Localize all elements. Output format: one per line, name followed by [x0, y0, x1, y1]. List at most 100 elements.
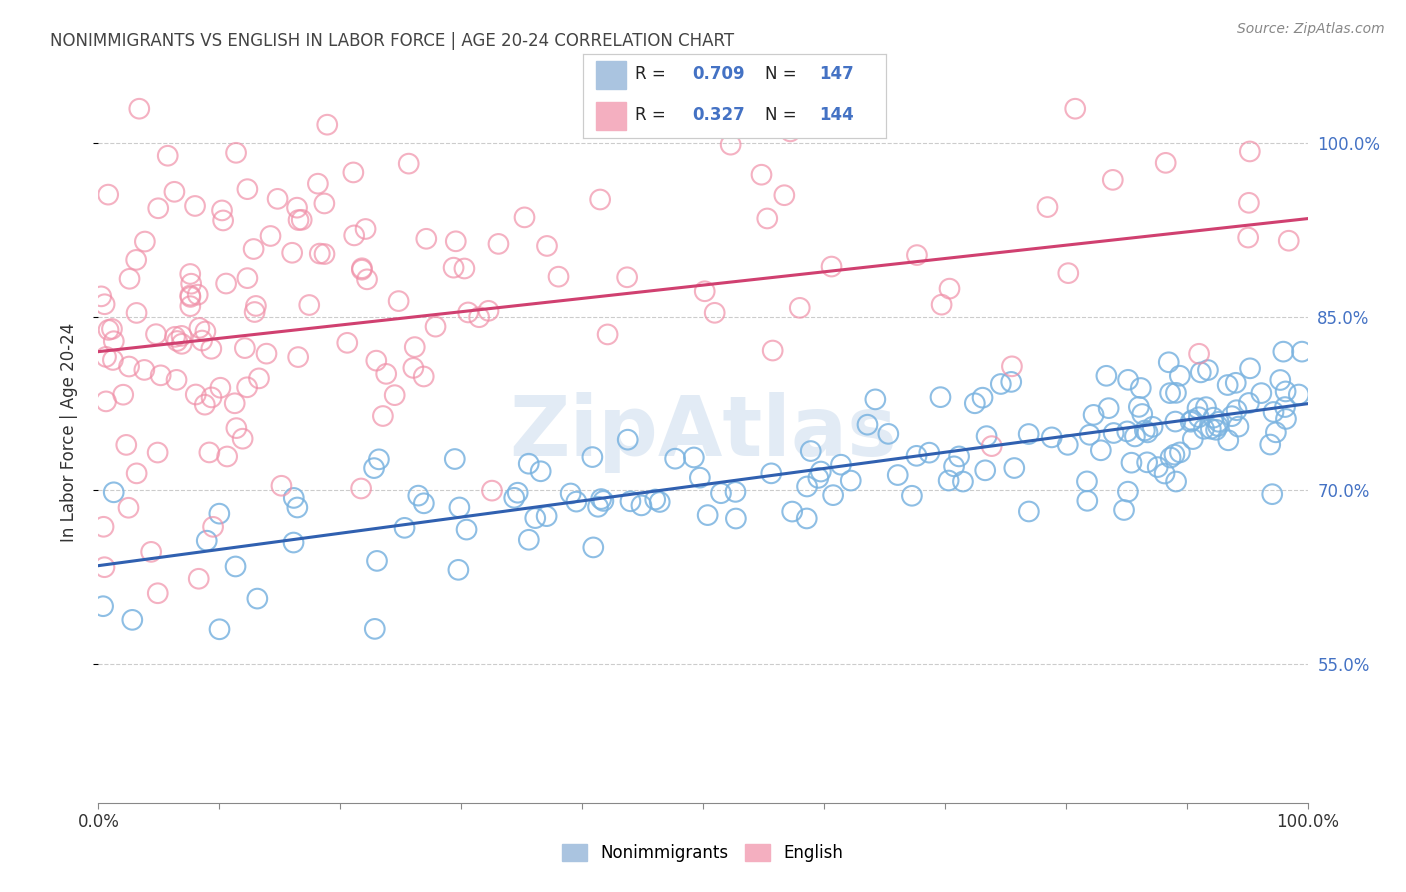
Point — [125, 467, 148, 481]
Point — [308, 246, 330, 260]
Point — [307, 177, 329, 191]
Point — [117, 500, 139, 515]
Point — [1136, 425, 1159, 440]
Point — [536, 509, 558, 524]
Text: 0.709: 0.709 — [692, 65, 745, 83]
Point — [1270, 373, 1292, 387]
Point — [412, 496, 434, 510]
Point — [1239, 145, 1261, 159]
Point — [166, 373, 188, 387]
Point — [103, 485, 125, 500]
Point — [148, 201, 170, 215]
Point — [856, 417, 879, 432]
Point — [364, 622, 387, 636]
Point — [215, 277, 238, 291]
Point — [191, 334, 214, 348]
Point — [664, 451, 686, 466]
Point — [134, 363, 156, 377]
Point — [103, 334, 125, 349]
Point — [948, 450, 970, 464]
Point — [101, 322, 124, 336]
Point — [810, 465, 832, 479]
Point — [800, 444, 823, 458]
Point — [1202, 410, 1225, 425]
Point — [291, 212, 314, 227]
Point — [1112, 503, 1135, 517]
Point — [447, 563, 470, 577]
Point — [259, 229, 281, 244]
Point — [565, 494, 588, 508]
Point — [1164, 475, 1187, 489]
Point — [1205, 423, 1227, 437]
Point — [134, 235, 156, 249]
Point — [1083, 408, 1105, 422]
Point — [115, 438, 138, 452]
Point — [762, 343, 785, 358]
Point — [761, 467, 783, 481]
Point — [1163, 448, 1185, 462]
Point — [367, 452, 389, 467]
Point — [1064, 102, 1087, 116]
Point — [90, 289, 112, 303]
Point — [1056, 438, 1078, 452]
Point — [145, 327, 167, 342]
Point — [444, 235, 467, 249]
Point — [887, 468, 910, 483]
Point — [247, 371, 270, 385]
Point — [929, 390, 952, 404]
Point — [517, 533, 540, 547]
Point — [1220, 409, 1243, 424]
Point — [1274, 384, 1296, 399]
Point — [246, 591, 269, 606]
Point — [187, 572, 209, 586]
Point — [1116, 373, 1139, 387]
Point — [404, 340, 426, 354]
Point — [530, 464, 553, 478]
Point — [1168, 445, 1191, 459]
Point — [1095, 368, 1118, 383]
Point — [1237, 195, 1260, 210]
Point — [1263, 405, 1285, 419]
Point — [1188, 347, 1211, 361]
Point — [616, 270, 638, 285]
Point — [97, 323, 120, 337]
Point — [779, 124, 801, 138]
Point — [336, 335, 359, 350]
Point — [200, 391, 222, 405]
Point — [1197, 363, 1219, 377]
Point — [513, 211, 536, 225]
Point — [1157, 355, 1180, 369]
Point — [449, 500, 471, 515]
Point — [756, 211, 779, 226]
Point — [807, 471, 830, 485]
Point — [1154, 156, 1177, 170]
Point — [1076, 475, 1098, 489]
Point — [266, 192, 288, 206]
Point — [202, 520, 225, 534]
Point — [93, 560, 115, 574]
Point — [931, 298, 953, 312]
Point — [93, 520, 115, 534]
Point — [1101, 173, 1123, 187]
Point — [232, 432, 254, 446]
Point — [200, 342, 222, 356]
Point — [830, 458, 852, 472]
Point — [195, 533, 218, 548]
Point — [724, 484, 747, 499]
Point — [751, 168, 773, 182]
Text: ZipAtlas: ZipAtlas — [509, 392, 897, 473]
Point — [703, 306, 725, 320]
Point — [412, 369, 434, 384]
Point — [298, 298, 321, 312]
Point — [1180, 415, 1202, 429]
Point — [194, 398, 217, 412]
Point — [1225, 403, 1247, 417]
Point — [796, 479, 818, 493]
Point — [425, 319, 447, 334]
Point — [91, 599, 114, 614]
Point — [1272, 344, 1295, 359]
Point — [316, 118, 339, 132]
Point — [1237, 230, 1260, 244]
Point — [477, 303, 499, 318]
Point — [976, 429, 998, 443]
